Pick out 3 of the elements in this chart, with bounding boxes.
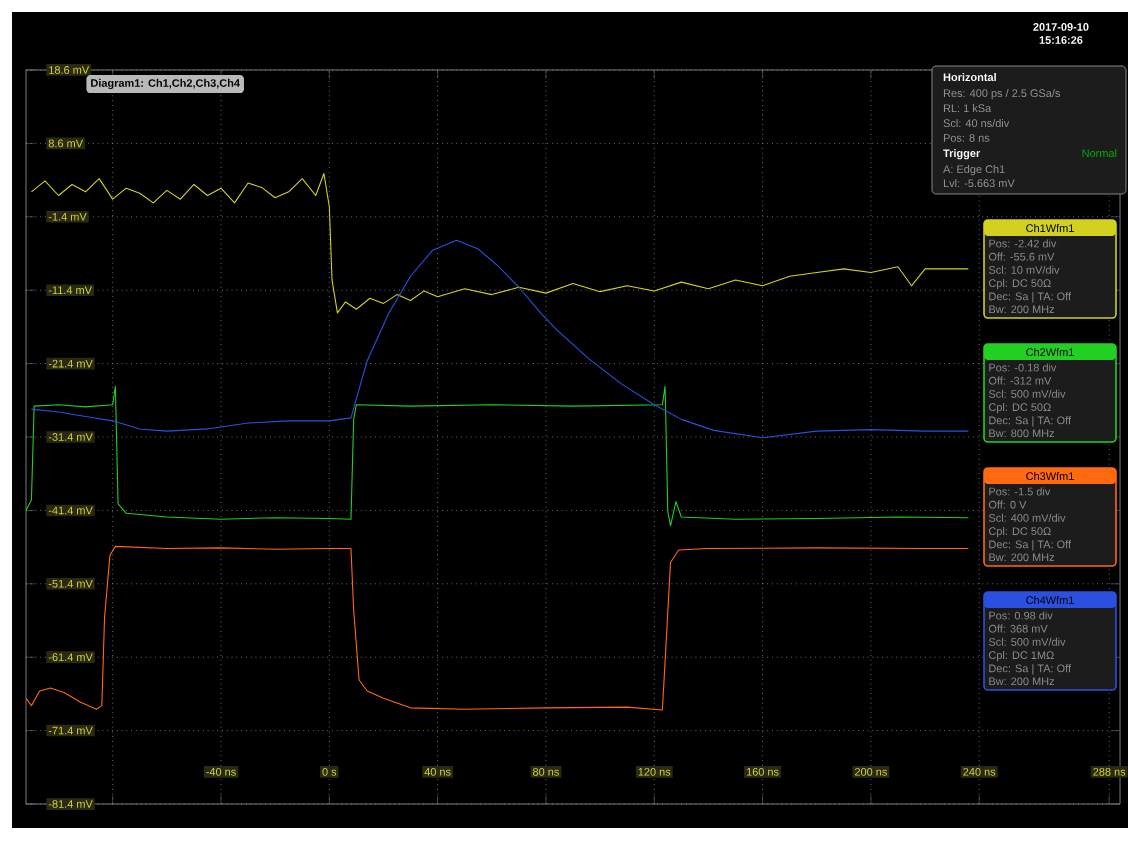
line-series [26, 545, 969, 711]
line-series [30, 239, 969, 439]
line-series [26, 385, 969, 527]
